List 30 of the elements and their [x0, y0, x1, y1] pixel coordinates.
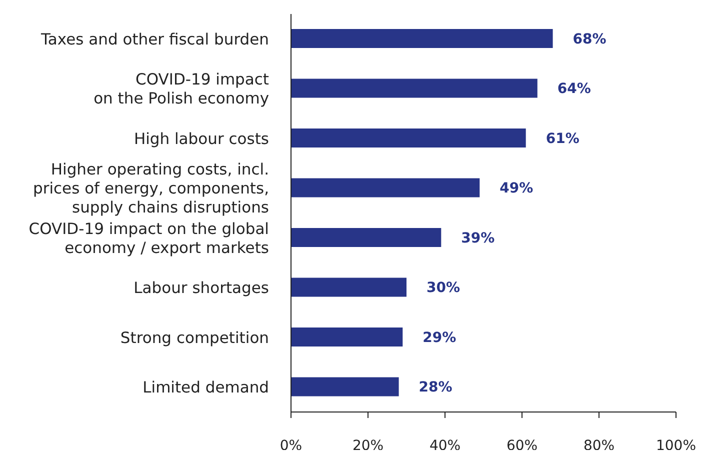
- y-tick-label: High labour costs: [134, 130, 269, 148]
- bar: [291, 128, 526, 148]
- data-label: 68%: [572, 31, 606, 48]
- bar: [291, 78, 538, 98]
- data-label: 39%: [461, 230, 495, 246]
- data-label: 28%: [418, 380, 452, 396]
- x-tick-label: 60%: [506, 438, 538, 452]
- x-tick-label: 100%: [656, 438, 696, 452]
- bar: [291, 29, 553, 48]
- y-tick-label: COVID-19 impact on the global economy / export markets: [28, 220, 269, 257]
- y-tick-label: Taxes and other fiscal burden: [40, 30, 269, 48]
- data-label: 64%: [557, 81, 591, 98]
- bar: [291, 278, 406, 297]
- data-label: 29%: [422, 330, 456, 346]
- y-tick-label: Limited demand: [142, 378, 269, 397]
- y-tick-label: Strong competition: [120, 328, 269, 347]
- data-label: 30%: [426, 280, 460, 296]
- y-tick-label: COVID-19 impact on the Polish economy: [94, 70, 269, 108]
- data-label: 49%: [500, 180, 534, 197]
- x-tick-label: 0%: [280, 438, 302, 452]
- bar: [291, 328, 403, 346]
- data-label: 61%: [546, 130, 580, 147]
- bar: [291, 377, 399, 396]
- x-tick-label: 40%: [429, 438, 461, 452]
- bar: [291, 228, 442, 247]
- bar: [291, 178, 480, 198]
- x-tick-label: 80%: [583, 438, 615, 452]
- y-tick-label: Labour shortages: [134, 279, 269, 298]
- x-tick-label: 20%: [352, 438, 384, 452]
- y-tick-label: Higher operating costs, incl. prices of energy, components, supply chains disruptions: [33, 160, 269, 217]
